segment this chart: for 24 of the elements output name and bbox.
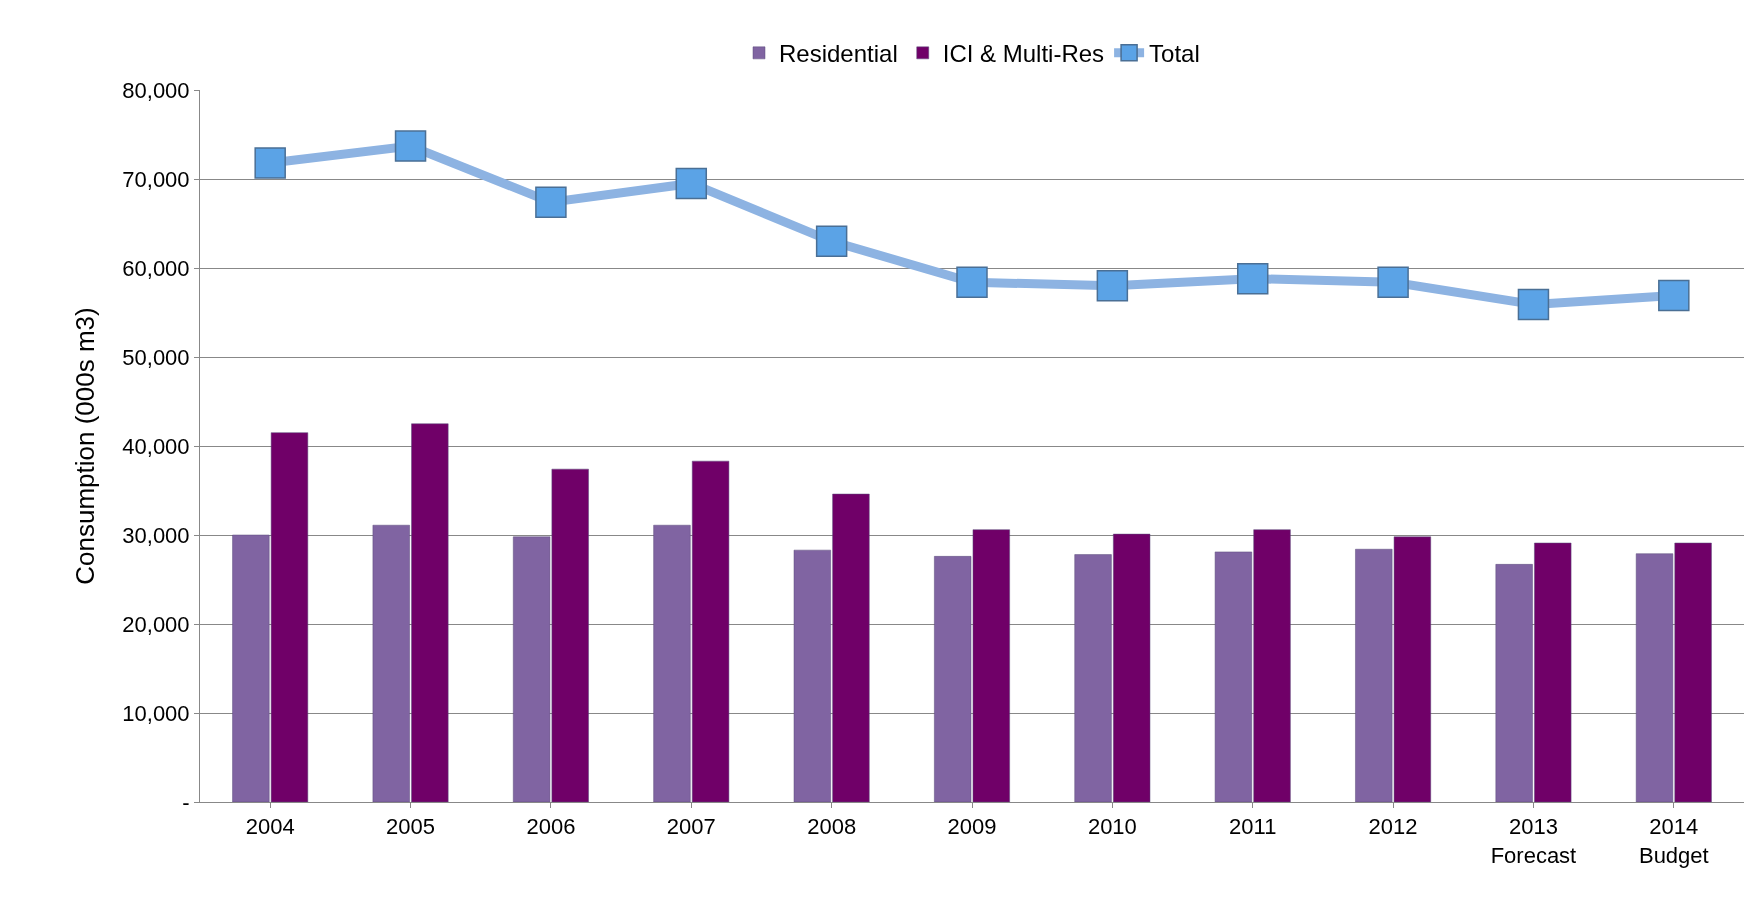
y-tick-label: 50,000 (122, 344, 190, 370)
y-tick-label: - (182, 789, 190, 815)
x-tick-label: 2014 Budget (1638, 814, 1709, 868)
y-tick-label: 10,000 (122, 700, 190, 726)
y-tick-label: 60,000 (122, 255, 190, 281)
y-tick-label: 30,000 (122, 522, 190, 548)
x-tick-label: 2007 (666, 814, 716, 840)
y-axis-title: Consumption (000s m3) (69, 307, 100, 585)
y-tick-label: 70,000 (122, 166, 190, 192)
legend-label: ICI & Multi-Res (942, 40, 1105, 68)
y-tick-label: 80,000 (122, 77, 190, 103)
x-tick-label: 2010 (1087, 814, 1137, 840)
y-tick-label: 40,000 (122, 433, 190, 459)
x-tick-label: 2012 (1368, 814, 1418, 840)
x-tick-label: 2011 (1229, 814, 1277, 840)
legend-label: Total (1149, 40, 1200, 68)
x-tick-label: 2009 (947, 814, 997, 840)
y-tick-label: 20,000 (122, 611, 190, 637)
legend-label: Residential (779, 40, 898, 68)
x-tick-label: 2005 (386, 814, 436, 840)
x-tick-label: 2004 (245, 814, 295, 840)
x-tick-label: 2013 Forecast (1490, 814, 1577, 868)
x-tick-label: 2008 (807, 814, 857, 840)
x-tick-label: 2006 (526, 814, 576, 840)
